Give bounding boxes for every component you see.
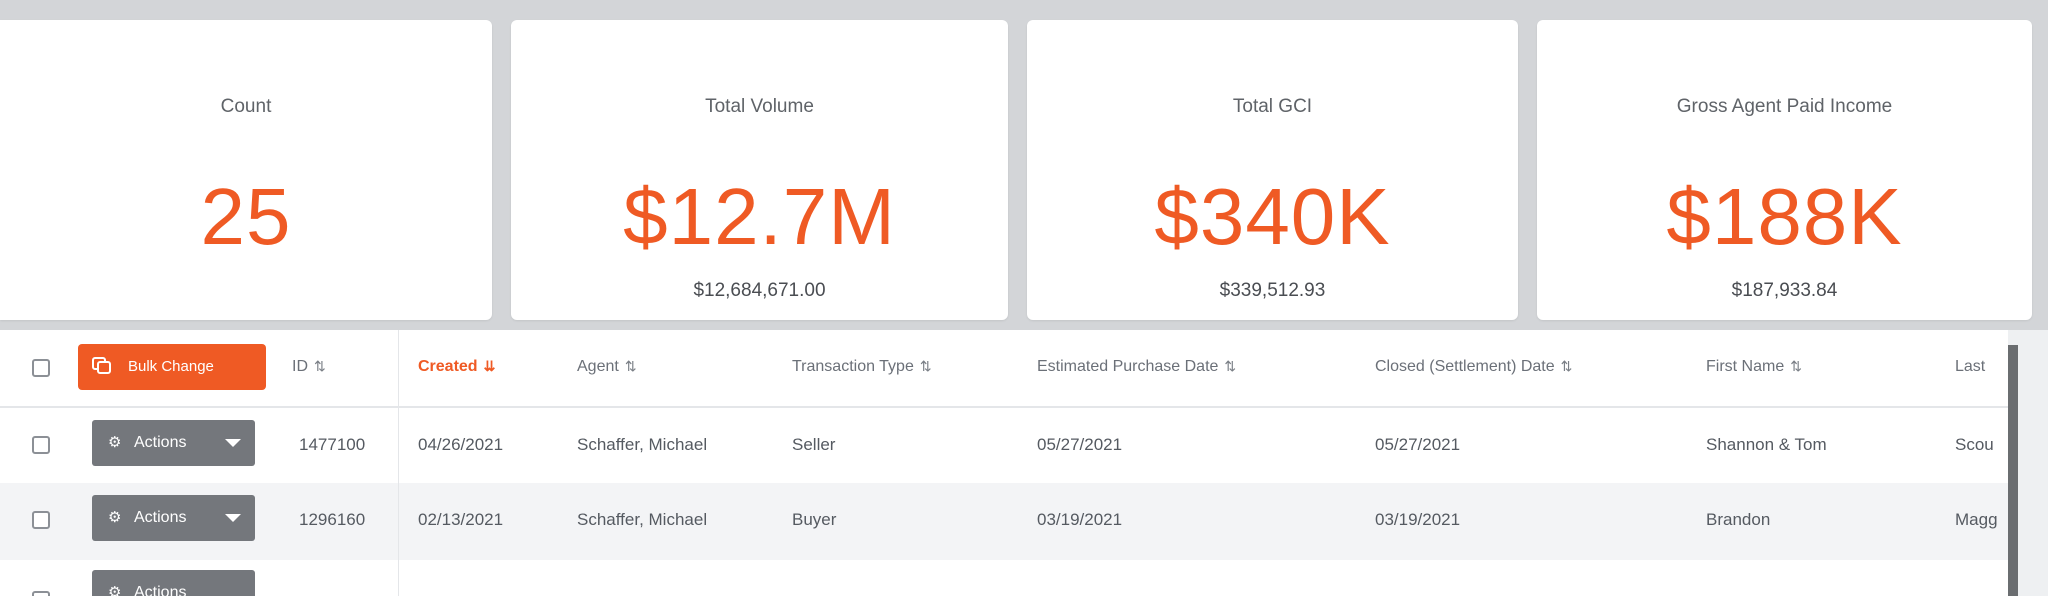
cell-last-name: Scou: [1955, 435, 1994, 454]
actions-dropdown-button[interactable]: ⚙ Actions: [92, 420, 255, 466]
sort-icon: ⇊: [483, 358, 496, 374]
stat-value: $188K: [1666, 172, 1903, 261]
actions-label: Actions: [134, 434, 187, 451]
stat-value: $340K: [1154, 172, 1391, 261]
sort-icon: ⇅: [1790, 358, 1802, 374]
column-divider: [398, 330, 399, 596]
actions-label: Actions: [134, 509, 187, 526]
cell-first-name: Shannon & Tom: [1706, 435, 1827, 454]
cell-estimated-purchase-date: 03/19/2021: [1037, 510, 1123, 529]
column-header-created[interactable]: Created ⇊: [418, 358, 496, 375]
actions-label: Actions: [134, 584, 187, 596]
stats-panel: Count 25 Total Volume $12.7M $12,684,671…: [0, 20, 2032, 320]
cell-transaction-type: Buyer: [792, 510, 837, 529]
sort-icon: ⇅: [624, 358, 637, 374]
table-row[interactable]: ⚙ Actions: [0, 560, 2008, 596]
select-all-checkbox[interactable]: [32, 359, 50, 377]
stat-label: Gross Agent Paid Income: [1676, 96, 1893, 117]
cell-created: 02/13/2021: [418, 510, 504, 529]
stat-label: Total GCI: [1232, 96, 1313, 117]
stat-value: $12.7M: [623, 172, 896, 261]
gear-icon: ⚙: [108, 584, 122, 596]
stat-label: Count: [220, 96, 272, 117]
column-header-agent[interactable]: Agent ⇅: [577, 358, 637, 375]
gear-icon: ⚙: [108, 509, 122, 526]
copy-icon: [92, 357, 111, 374]
actions-dropdown-button[interactable]: ⚙ Actions: [92, 570, 255, 596]
row-checkbox[interactable]: [32, 436, 50, 454]
caret-down-icon: [225, 514, 241, 522]
stat-card-total-volume: Total Volume $12.7M $12,684,671.00: [511, 20, 1008, 320]
sort-icon: ⇅: [314, 358, 326, 374]
bulk-change-label: Bulk Change: [128, 358, 214, 375]
sort-icon: ⇅: [1560, 358, 1573, 374]
row-checkbox[interactable]: [32, 591, 50, 596]
column-header-closed-settlement-date[interactable]: Closed (Settlement) Date ⇅: [1375, 358, 1573, 375]
stat-exact-value: $339,512.93: [1219, 280, 1326, 301]
caret-down-icon: [225, 439, 241, 447]
table-row[interactable]: ⚙ Actions 1296160 02/13/2021 Schaffer, M…: [0, 483, 2008, 560]
stat-card-total-gci: Total GCI $340K $339,512.93: [1027, 20, 1518, 320]
stat-value: 25: [200, 172, 292, 261]
stat-card-count: Count 25: [0, 20, 492, 320]
column-header-estimated-purchase-date[interactable]: Estimated Purchase Date ⇅: [1037, 358, 1237, 375]
actions-dropdown-button[interactable]: ⚙ Actions: [92, 495, 255, 541]
cell-agent: Schaffer, Michael: [577, 510, 708, 529]
stat-label: Total Volume: [705, 96, 814, 117]
column-header-id[interactable]: ID ⇅: [292, 358, 326, 375]
transactions-table: Bulk Change ID ⇅ Created ⇊ Agent ⇅ Transact…: [0, 330, 2008, 596]
column-header-transaction-type[interactable]: Transaction Type ⇅: [792, 358, 932, 375]
stat-exact-value: $12,684,671.00: [693, 280, 826, 301]
stat-exact-value: $187,933.84: [1731, 280, 1838, 301]
cell-id: 1296160: [299, 510, 366, 529]
scrollbar-thumb[interactable]: [2008, 345, 2018, 596]
gear-icon: ⚙: [108, 434, 122, 451]
sort-icon: ⇅: [919, 358, 932, 374]
table-header-row: Bulk Change ID ⇅ Created ⇊ Agent ⇅ Transact…: [0, 330, 2008, 408]
row-checkbox[interactable]: [32, 511, 50, 529]
stat-card-gross-agent-paid-income: Gross Agent Paid Income $188K $187,933.8…: [1537, 20, 2032, 320]
cell-agent: Schaffer, Michael: [577, 435, 708, 454]
column-header-last-name[interactable]: Last: [1955, 358, 1986, 375]
column-header-first-name[interactable]: First Name ⇅: [1706, 358, 1802, 375]
cell-transaction-type: Seller: [792, 435, 836, 454]
bulk-change-button[interactable]: Bulk Change: [78, 344, 266, 390]
cell-estimated-purchase-date: 05/27/2021: [1037, 435, 1123, 454]
cell-first-name: Brandon: [1706, 510, 1771, 529]
cell-created: 04/26/2021: [418, 435, 504, 454]
cell-closed-date: 05/27/2021: [1375, 435, 1461, 454]
cell-last-name: Magg: [1955, 510, 1998, 529]
table-row[interactable]: ⚙ Actions 1477100 04/26/2021 Schaffer, M…: [0, 408, 2008, 483]
sort-icon: ⇅: [1224, 358, 1237, 374]
cell-id: 1477100: [299, 435, 366, 454]
cell-closed-date: 03/19/2021: [1375, 510, 1461, 529]
